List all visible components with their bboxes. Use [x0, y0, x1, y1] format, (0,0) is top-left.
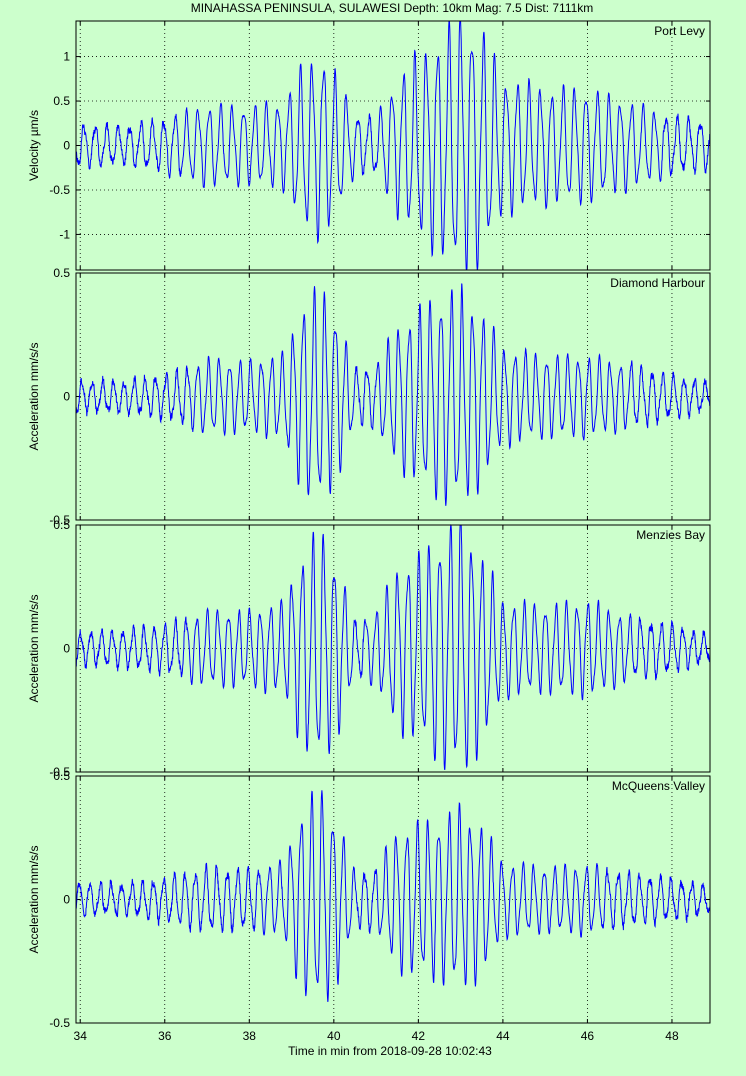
x-tick-label: 34 [74, 1029, 88, 1043]
y-tick-label: -0.5 [49, 513, 70, 527]
y-axis-label: Acceleration mm/s/s [27, 594, 41, 702]
x-tick-label: 46 [581, 1029, 595, 1043]
x-tick-label: 42 [412, 1029, 426, 1043]
y-axis-label: Velocity µm/s [27, 110, 41, 181]
x-tick-label: 48 [665, 1029, 679, 1043]
x-tick-label: 40 [327, 1029, 341, 1043]
y-tick-label: 0.5 [53, 266, 70, 280]
y-tick-label: 0.5 [53, 94, 70, 108]
waveform-trace [75, 524, 711, 770]
waveform-trace [75, 790, 711, 1002]
y-tick-label: 1 [63, 50, 70, 64]
y-tick-label: 0.5 [53, 769, 70, 783]
y-tick-label: -0.5 [49, 1016, 70, 1030]
waveform-trace [75, 20, 711, 271]
plot-frame [75, 775, 711, 1024]
y-tick-label: 0 [63, 139, 70, 153]
x-tick-label: 38 [243, 1029, 257, 1043]
y-tick-label: -1 [59, 227, 70, 241]
y-tick-label: -0.5 [49, 183, 70, 197]
station-label: McQueens Valley [612, 779, 705, 793]
y-axis-label: Acceleration mm/s/s [27, 845, 41, 953]
panel-2: -0.5 0 0.5 Acceleration mm/s/s Menzies Bay [27, 518, 711, 779]
x-tick-label: 44 [496, 1029, 510, 1043]
figure-title: MINAHASSA PENINSULA, SULAWESI Depth: 10k… [191, 1, 594, 15]
plot-frame [75, 272, 711, 521]
station-label: Menzies Bay [636, 528, 705, 542]
panels-container: -1 -0.5 0 0.5 1 Velocity µm/s Port Levy -0.5 0 0.… [27, 20, 711, 1043]
y-tick-label: -0.5 [49, 765, 70, 779]
y-tick-label: 0 [63, 390, 70, 404]
station-label: Diamond Harbour [610, 276, 705, 290]
panel-0: -1 -0.5 0 0.5 1 Velocity µm/s Port Levy [27, 20, 711, 271]
panel-3: 34 36 38 40 42 44 46 48 -0.5 0 0.5 Acceleration mm/… [27, 769, 711, 1043]
plot-frame [75, 20, 711, 271]
station-label: Port Levy [654, 24, 705, 38]
y-tick-label: 0.5 [53, 518, 70, 532]
x-axis-label: Time in min from 2018-09-28 10:02:43 [288, 1044, 492, 1058]
y-tick-label: 0 [63, 893, 70, 907]
x-tick-label: 36 [158, 1029, 172, 1043]
plot-frame [75, 524, 711, 773]
y-tick-label: 0 [63, 642, 70, 656]
waveform-trace [75, 283, 711, 506]
panel-1: -0.5 0 0.5 Acceleration mm/s/s Diamond Harbo… [27, 266, 711, 527]
y-axis-label: Acceleration mm/s/s [27, 342, 41, 450]
